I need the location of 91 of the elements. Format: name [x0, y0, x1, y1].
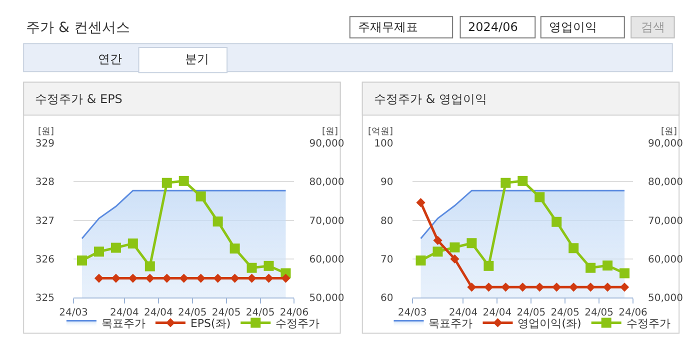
point — [467, 282, 476, 292]
point — [178, 176, 189, 186]
point — [620, 282, 630, 292]
legend-label: 수정주가 — [276, 316, 320, 330]
x-tick-label: 24/05 — [516, 308, 546, 319]
y2-axis-title: [원] — [322, 127, 338, 137]
x-tick-label: 24/05 — [246, 308, 275, 319]
point — [94, 246, 104, 257]
text: 검색 — [641, 20, 665, 34]
point — [518, 176, 528, 186]
point — [552, 282, 562, 292]
text: 주재무제표 — [358, 20, 418, 34]
x-tick-label: 24/04 — [144, 308, 173, 319]
legend-label: 목표주가 — [101, 316, 146, 330]
y2-tick-label: 60,000 — [309, 254, 344, 266]
point — [432, 246, 443, 257]
y2-tick-label: 80,000 — [309, 177, 344, 188]
point — [501, 282, 510, 292]
point — [534, 192, 545, 202]
x-tick-label: 24/05 — [584, 308, 614, 319]
y-axis-title: [원] — [38, 127, 54, 137]
y-tick-label: 329 — [35, 138, 54, 150]
x-tick-label: 24/04 — [110, 308, 139, 319]
y2-tick-label: 70,000 — [309, 216, 344, 227]
point — [586, 282, 596, 292]
chart-title: 수정주가 & EPS — [35, 92, 122, 106]
y2-tick-label: 90,000 — [309, 138, 344, 150]
point — [500, 178, 511, 188]
y-tick-label: 326 — [35, 254, 54, 266]
point — [144, 261, 155, 272]
point — [76, 256, 87, 266]
legend-label: EPS(좌) — [190, 316, 231, 330]
point — [450, 242, 460, 252]
y-axis-title: [억원] — [368, 127, 394, 137]
y2-tick-label: 50,000 — [309, 293, 344, 304]
point — [620, 268, 630, 278]
y2-tick-label: 80,000 — [648, 177, 684, 188]
y2-tick-label: 90,000 — [648, 138, 684, 150]
point — [433, 236, 442, 245]
point — [484, 282, 494, 292]
point — [466, 238, 477, 248]
point — [162, 178, 172, 188]
point — [552, 216, 562, 227]
y2-tick-label: 70,000 — [648, 216, 684, 227]
x-tick-label: 24/04 — [448, 308, 478, 319]
y-tick-label: 327 — [35, 216, 54, 227]
text: 주가 & 컨센서스 — [26, 20, 130, 36]
y-tick-label: 325 — [35, 293, 54, 304]
y-tick-label: 90 — [380, 177, 394, 188]
point — [568, 243, 579, 254]
point — [110, 242, 121, 253]
point — [212, 216, 223, 226]
x-tick-label: 24/03 — [59, 308, 88, 319]
point — [450, 254, 460, 264]
point — [518, 282, 528, 292]
point — [230, 244, 240, 254]
legend-label: 수정주가 — [626, 316, 670, 330]
y-tick-label: 328 — [35, 177, 54, 188]
point — [602, 260, 613, 271]
y2-tick-label: 60,000 — [648, 254, 684, 266]
y2-tick-label: 50,000 — [648, 293, 684, 304]
x-tick-label: 24/06 — [618, 308, 648, 319]
y-tick-label: 60 — [380, 293, 394, 304]
point — [586, 262, 596, 273]
point — [196, 191, 206, 202]
point — [264, 260, 274, 271]
point — [416, 256, 426, 266]
text: 영업이익 — [549, 20, 597, 34]
y-tick-label: 80 — [380, 216, 394, 227]
point — [535, 282, 544, 292]
text: 연간 — [98, 52, 122, 66]
y2-axis-title: [원] — [661, 127, 678, 137]
text: 분기 — [185, 52, 209, 66]
point — [128, 238, 138, 249]
x-tick-label: 24/04 — [482, 308, 512, 319]
chart-title: 수정주가 & 영업이익 — [374, 92, 487, 106]
point — [602, 282, 612, 292]
point — [246, 262, 257, 273]
point — [416, 198, 426, 208]
point — [569, 282, 578, 292]
x-tick-label: 24/06 — [280, 308, 309, 319]
point — [484, 260, 494, 271]
legend-label: 목표주가 — [428, 316, 473, 330]
x-tick-label: 24/05 — [550, 308, 580, 319]
legend-label: 영업이익(좌) — [518, 316, 582, 330]
x-tick-label: 24/03 — [398, 308, 427, 319]
x-tick-label: 24/05 — [178, 308, 207, 319]
x-tick-label: 24/05 — [212, 308, 241, 319]
y-tick-label: 100 — [374, 138, 394, 150]
text: 2024/06 — [468, 20, 518, 34]
y-tick-label: 70 — [380, 254, 394, 266]
